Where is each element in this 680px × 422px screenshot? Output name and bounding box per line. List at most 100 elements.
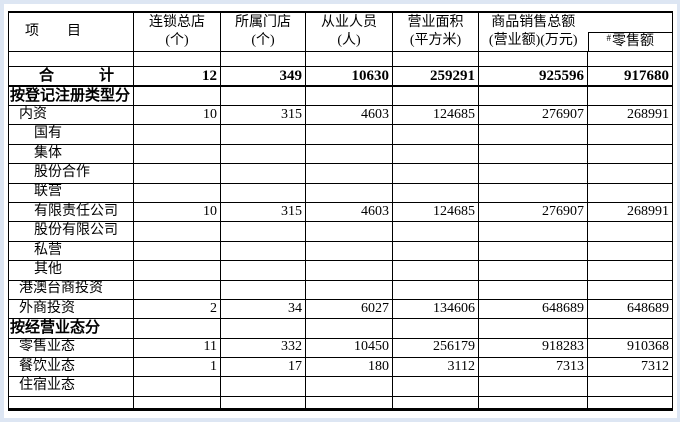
cell-value: 10450 (305, 337, 393, 359)
cell-value (478, 182, 588, 203)
table-row: 有限责任公司 10 315 4603 124685 276907 268991 (8, 201, 673, 223)
cell-value (478, 395, 588, 410)
cell-value (220, 395, 306, 410)
table-sheet: 项 目 连锁总店 (个) 所属门店 (个) 从业人员 (人) (4, 4, 677, 418)
cell-value (587, 124, 673, 145)
cell-value (220, 85, 306, 106)
cell-value (220, 182, 306, 203)
cell-value (305, 376, 393, 397)
cell-value (392, 85, 479, 106)
row-label: 联营 (8, 182, 134, 203)
cell-value (587, 221, 673, 242)
table-row: 私营 (8, 240, 673, 262)
header-chain-headquarters: 连锁总店 (个) (133, 11, 221, 52)
cell-value (133, 163, 221, 184)
cell-value: 268991 (587, 201, 673, 223)
cell-value (133, 260, 221, 281)
cell-value: 12 (133, 66, 221, 87)
cell-value (392, 260, 479, 281)
cell-value (587, 85, 673, 106)
table-row: 其他 (8, 260, 673, 281)
empty-row (8, 395, 673, 410)
header-item-label: 项 目 (25, 24, 81, 39)
cell-value (587, 279, 673, 300)
header-branch-stores: 所属门店 (个) (220, 11, 306, 52)
cell-value (392, 279, 479, 300)
cell-value (392, 51, 479, 67)
table-row: 联营 (8, 182, 673, 203)
cell-value: 256179 (392, 337, 479, 359)
cell-value: 124685 (392, 104, 479, 126)
cell-value (392, 395, 479, 410)
cell-value (478, 279, 588, 300)
cell-value (220, 163, 306, 184)
cell-value (220, 51, 306, 67)
cell-value (220, 221, 306, 242)
cell-value (220, 240, 306, 262)
row-label: 住宿业态 (8, 376, 134, 397)
cell-value (305, 182, 393, 203)
cell-value (133, 182, 221, 203)
cell-value (392, 124, 479, 145)
row-label: 有限责任公司 (8, 201, 134, 223)
cell-value (478, 240, 588, 262)
cell-value (133, 395, 221, 410)
row-label (8, 395, 134, 410)
cell-value: 6027 (305, 298, 393, 320)
cell-value (133, 51, 221, 67)
cell-value (478, 163, 588, 184)
row-label: 按经营业态分 (8, 318, 134, 339)
header-line-1: 连锁总店 (149, 15, 205, 30)
cell-value (220, 279, 306, 300)
cell-value (587, 143, 673, 165)
header-line-2: (平方米) (409, 33, 462, 48)
row-label: 内资 (8, 104, 134, 126)
table-row: 内资 10 315 4603 124685 276907 268991 (8, 104, 673, 126)
cell-value: 180 (305, 357, 393, 378)
header-retail-sales: # 零售额 (587, 11, 673, 52)
table-row: 集体 (8, 143, 673, 165)
header-line-1: 商品销售总额 (491, 15, 576, 30)
table-row: 餐饮业态 1 17 180 3112 7313 7312 (8, 357, 673, 378)
cell-value: 332 (220, 337, 306, 359)
header-line-1: 从业人员 (321, 15, 377, 30)
cell-value (220, 143, 306, 165)
header-line-2: (营业额)(万元) (488, 33, 578, 48)
cell-value: 918283 (478, 337, 588, 359)
cell-value: 1 (133, 357, 221, 378)
cell-value (305, 395, 393, 410)
cell-value (133, 376, 221, 397)
cell-value: 315 (220, 201, 306, 223)
cell-value (478, 318, 588, 339)
cell-value (587, 260, 673, 281)
cell-value (133, 279, 221, 300)
cell-value (305, 124, 393, 145)
cell-value (587, 51, 673, 67)
cell-value (478, 376, 588, 397)
cell-value (305, 318, 393, 339)
cell-value: 268991 (587, 104, 673, 126)
cell-value (305, 260, 393, 281)
chain-retail-statistics-table: 项 目 连锁总店 (个) 所属门店 (个) 从业人员 (人) (8, 11, 673, 411)
row-label: 私营 (8, 240, 134, 262)
table-row: 零售业态 11 332 10450 256179 918283 910368 (8, 337, 673, 359)
cell-value (587, 395, 673, 410)
cell-value (392, 240, 479, 262)
table-row: 港澳台商投资 (8, 279, 673, 300)
cell-value: 10 (133, 104, 221, 126)
cell-value: 2 (133, 298, 221, 320)
row-label: 餐饮业态 (8, 357, 134, 378)
cell-value (478, 143, 588, 165)
cell-value (133, 143, 221, 165)
cell-value (392, 318, 479, 339)
table-row: 住宿业态 (8, 376, 673, 397)
header-employees: 从业人员 (人) (305, 11, 393, 52)
cell-value (220, 124, 306, 145)
table-row: 合 计 12 349 10630 259291 925596 917680 (8, 66, 673, 87)
row-label: 零售业态 (8, 337, 134, 359)
cell-value (305, 221, 393, 242)
cell-value (133, 221, 221, 242)
cell-value: 4603 (305, 201, 393, 223)
cell-value: 10630 (305, 66, 393, 87)
cell-value: 7313 (478, 357, 588, 378)
